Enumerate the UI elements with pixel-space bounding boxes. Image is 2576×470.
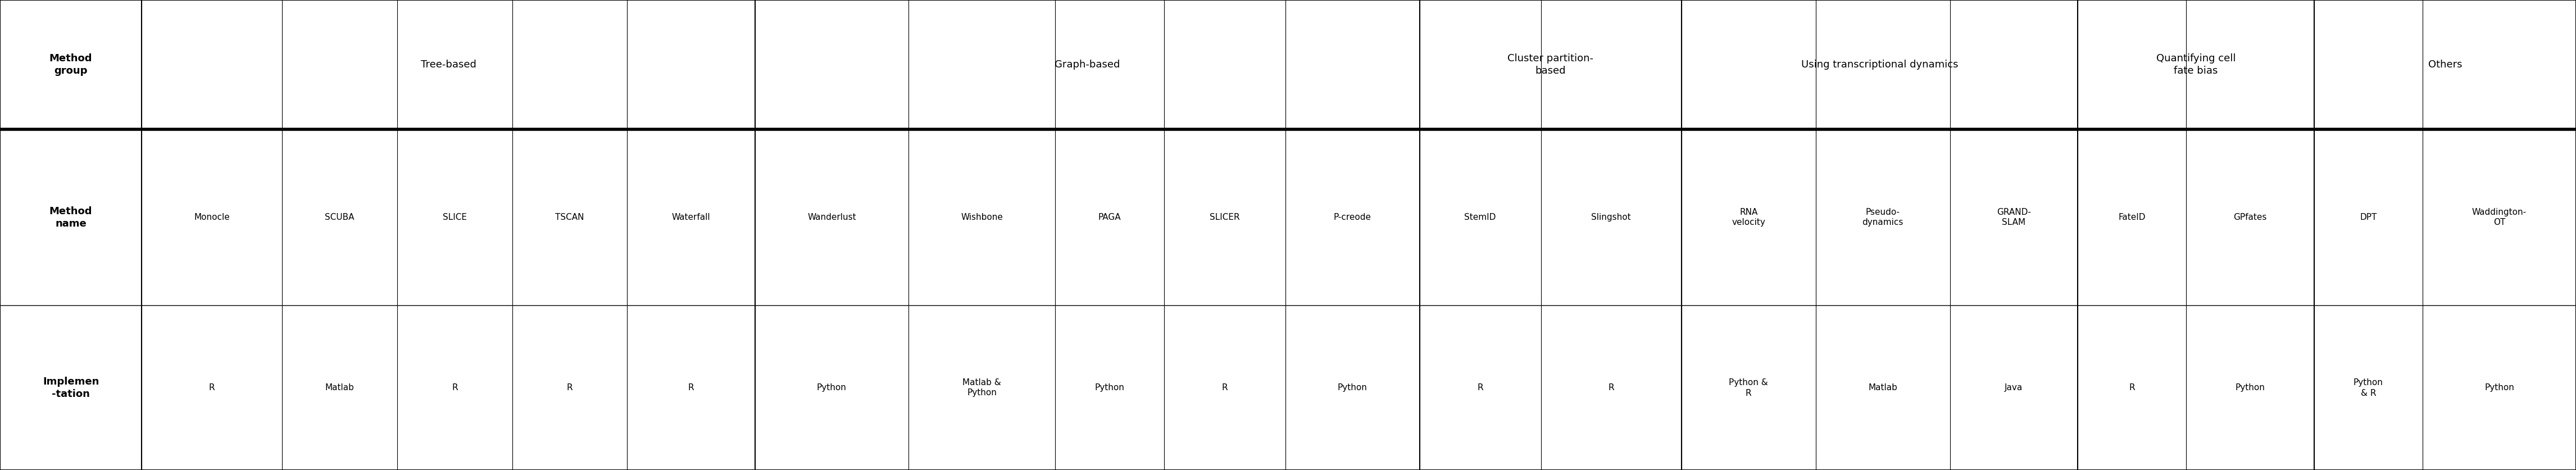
- Text: R: R: [2128, 384, 2136, 392]
- Text: Implemen
-tation: Implemen -tation: [44, 376, 98, 399]
- Text: Python: Python: [2483, 384, 2514, 392]
- Text: Wishbone: Wishbone: [961, 213, 1002, 221]
- Text: Cluster partition-
based: Cluster partition- based: [1507, 53, 1595, 76]
- Text: Waddington-
OT: Waddington- OT: [2473, 208, 2527, 227]
- Text: Monocle: Monocle: [193, 213, 229, 221]
- Text: P-creode: P-creode: [1334, 213, 1370, 221]
- Text: Python: Python: [1095, 384, 1126, 392]
- Text: SLICER: SLICER: [1211, 213, 1239, 221]
- Text: TSCAN: TSCAN: [556, 213, 585, 221]
- Text: Wanderlust: Wanderlust: [806, 213, 855, 221]
- Text: Python: Python: [2236, 384, 2264, 392]
- Text: R: R: [209, 384, 214, 392]
- Text: Pseudo-
dynamics: Pseudo- dynamics: [1862, 208, 1904, 227]
- Text: Quantifying cell
fate bias: Quantifying cell fate bias: [2156, 53, 2236, 76]
- Text: FateID: FateID: [2117, 213, 2146, 221]
- Text: Others: Others: [2429, 60, 2463, 70]
- Text: R: R: [1476, 384, 1484, 392]
- Text: Python: Python: [817, 384, 848, 392]
- Text: GRAND-
SLAM: GRAND- SLAM: [1996, 208, 2030, 227]
- Text: RNA
velocity: RNA velocity: [1731, 208, 1765, 227]
- Text: Tree-based: Tree-based: [420, 60, 477, 70]
- Text: Java: Java: [2004, 384, 2022, 392]
- Text: R: R: [451, 384, 459, 392]
- Text: Python &
R: Python & R: [1728, 378, 1767, 397]
- Text: R: R: [688, 384, 693, 392]
- Text: Using transcriptional dynamics: Using transcriptional dynamics: [1801, 60, 1958, 70]
- Text: Python: Python: [1337, 384, 1368, 392]
- Text: R: R: [1607, 384, 1615, 392]
- Text: Slingshot: Slingshot: [1592, 213, 1631, 221]
- Text: R: R: [1221, 384, 1229, 392]
- Text: Python
& R: Python & R: [2354, 378, 2383, 397]
- Text: Waterfall: Waterfall: [672, 213, 711, 221]
- Text: Graph-based: Graph-based: [1054, 60, 1121, 70]
- Text: SCUBA: SCUBA: [325, 213, 355, 221]
- Text: StemID: StemID: [1463, 213, 1497, 221]
- Text: Matlab: Matlab: [1868, 384, 1899, 392]
- Text: Matlab &
Python: Matlab & Python: [963, 378, 1002, 397]
- Text: Method
name: Method name: [49, 206, 93, 229]
- Text: SLICE: SLICE: [443, 213, 466, 221]
- Text: R: R: [567, 384, 572, 392]
- Text: Matlab: Matlab: [325, 384, 355, 392]
- Text: Method
group: Method group: [49, 53, 93, 76]
- Text: DPT: DPT: [2360, 213, 2378, 221]
- Text: PAGA: PAGA: [1097, 213, 1121, 221]
- Text: GPfates: GPfates: [2233, 213, 2267, 221]
